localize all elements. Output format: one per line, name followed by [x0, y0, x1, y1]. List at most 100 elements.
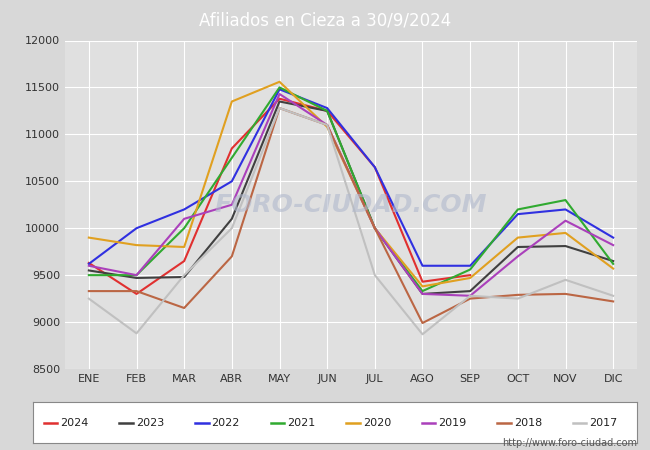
2024	[276, 96, 283, 101]
2022	[180, 207, 188, 212]
2019	[371, 225, 379, 231]
Text: http://www.foro-ciudad.com: http://www.foro-ciudad.com	[502, 438, 637, 448]
2021	[466, 267, 474, 272]
Text: 2020: 2020	[363, 418, 391, 428]
2024	[371, 165, 379, 170]
2020	[609, 266, 617, 271]
2017	[133, 331, 140, 336]
Line: 2022: 2022	[89, 89, 613, 266]
2023	[276, 99, 283, 104]
2019	[419, 291, 426, 297]
2022	[562, 207, 569, 212]
2017	[228, 225, 236, 231]
2021	[609, 261, 617, 266]
2024	[133, 291, 140, 297]
2020	[85, 235, 93, 240]
2019	[466, 293, 474, 298]
2019	[323, 122, 331, 128]
2022	[133, 225, 140, 231]
2020	[180, 244, 188, 250]
2018	[133, 288, 140, 294]
2019	[85, 263, 93, 269]
2022	[609, 235, 617, 240]
2022	[323, 105, 331, 111]
2023	[562, 243, 569, 249]
2020	[466, 275, 474, 281]
2022	[514, 212, 522, 217]
2019	[562, 218, 569, 223]
2023	[133, 275, 140, 281]
2022	[466, 263, 474, 269]
Line: 2019: 2019	[89, 94, 613, 296]
2018	[180, 305, 188, 310]
2020	[323, 124, 331, 130]
2019	[609, 243, 617, 248]
2023	[180, 274, 188, 280]
2023	[514, 244, 522, 250]
2019	[133, 272, 140, 278]
2018	[466, 296, 474, 302]
Text: 2017: 2017	[590, 418, 618, 428]
2021	[562, 198, 569, 203]
2018	[323, 122, 331, 128]
Text: FORO-CIUDAD.COM: FORO-CIUDAD.COM	[214, 193, 488, 217]
2017	[514, 296, 522, 302]
2017	[276, 105, 283, 111]
2021	[276, 85, 283, 90]
2023	[323, 108, 331, 113]
Line: 2021: 2021	[89, 87, 613, 291]
2017	[609, 293, 617, 298]
2018	[562, 291, 569, 297]
Line: 2020: 2020	[89, 82, 613, 286]
2017	[466, 293, 474, 298]
Line: 2017: 2017	[89, 108, 613, 334]
Text: 2021: 2021	[287, 418, 315, 428]
2021	[133, 272, 140, 278]
Line: 2024: 2024	[89, 99, 470, 294]
2021	[419, 288, 426, 294]
2023	[228, 216, 236, 221]
2023	[371, 225, 379, 231]
2024	[85, 260, 93, 265]
2018	[228, 254, 236, 259]
2022	[85, 261, 93, 266]
2018	[514, 292, 522, 297]
Text: 2019: 2019	[438, 418, 467, 428]
2021	[323, 108, 331, 113]
2019	[180, 216, 188, 221]
2023	[466, 288, 474, 294]
Text: 2022: 2022	[212, 418, 240, 428]
Text: Afiliados en Cieza a 30/9/2024: Afiliados en Cieza a 30/9/2024	[199, 11, 451, 29]
2018	[371, 225, 379, 231]
Text: 2018: 2018	[514, 418, 542, 428]
2018	[276, 105, 283, 111]
Line: 2018: 2018	[89, 108, 613, 323]
2021	[180, 225, 188, 231]
2022	[371, 165, 379, 170]
2021	[514, 207, 522, 212]
2017	[419, 332, 426, 337]
2020	[419, 284, 426, 289]
2024	[228, 146, 236, 151]
2017	[180, 272, 188, 278]
2018	[609, 299, 617, 304]
2022	[276, 86, 283, 92]
2023	[419, 291, 426, 297]
Line: 2023: 2023	[89, 102, 613, 294]
2023	[609, 258, 617, 264]
2024	[419, 279, 426, 284]
2024	[466, 272, 474, 278]
2020	[276, 79, 283, 85]
Text: 2024: 2024	[60, 418, 89, 428]
2021	[228, 155, 236, 161]
2020	[514, 235, 522, 240]
2021	[85, 272, 93, 278]
2019	[228, 202, 236, 207]
2022	[228, 179, 236, 184]
2021	[371, 225, 379, 231]
2020	[133, 243, 140, 248]
2024	[323, 108, 331, 113]
2018	[85, 288, 93, 294]
2020	[371, 225, 379, 231]
2017	[85, 296, 93, 302]
